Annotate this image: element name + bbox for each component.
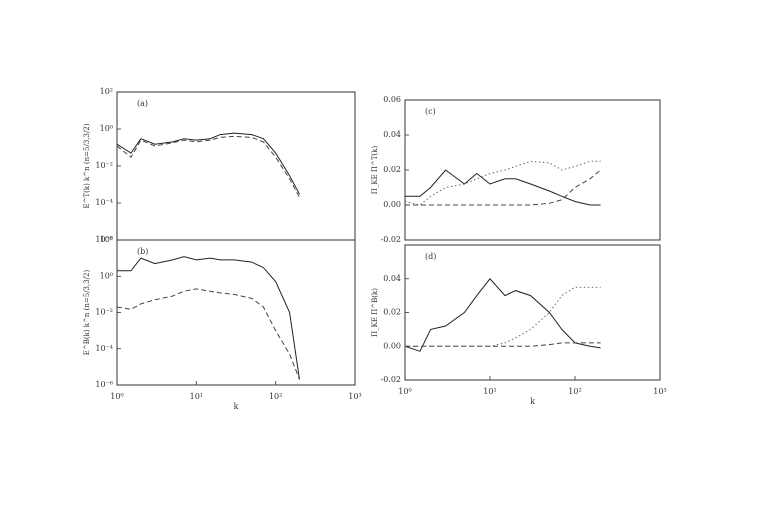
series-line [117,256,300,380]
y-tick-label: 10⁰ [100,271,113,280]
panel-label: (d) [425,252,436,261]
x-axis-label: k [530,397,535,406]
series-line [405,342,601,347]
x-tick-label: 10² [269,392,282,401]
panel-label: (c) [425,107,436,116]
y-axis-label: E^B(k) k^n (n=5/3,3/2) [83,269,91,355]
y-tick-label: 10⁻² [95,161,113,170]
y-tick-label: -0.02 [380,375,401,384]
y-tick-label: 0.04 [383,274,401,283]
y-tick-label: 10² [100,235,113,244]
series-line [404,278,601,352]
y-tick-label: 0.02 [383,308,401,317]
x-tick-label: 10¹ [483,387,496,396]
panel-label: (b) [137,247,148,256]
x-tick-label: 10¹ [190,392,203,401]
y-tick-label: 10⁻² [95,308,113,317]
x-tick-label: 10³ [348,392,361,401]
panel-frame [116,239,356,386]
panel-frame [116,91,356,241]
series-line [405,286,601,347]
panel-label: (a) [137,99,148,108]
y-tick-label: 10² [100,87,113,96]
panel-frame [404,99,661,241]
y-tick-label: 10⁻⁶ [95,235,113,244]
x-tick-label: 10³ [653,387,666,396]
y-tick-label: 10⁻⁴ [95,198,113,207]
series-line [116,135,300,198]
y-tick-label: 0.02 [383,165,401,174]
y-tick-label: 10⁰ [100,124,113,133]
series-line [405,169,601,206]
y-tick-label: 10⁻⁴ [95,344,113,353]
y-tick-label: 0.04 [383,130,401,139]
y-axis-label: Π_KE Π^B(k) [371,288,379,337]
y-tick-label: 0.00 [383,341,401,350]
series-line [404,160,601,206]
y-tick-label: 10⁻⁶ [95,380,113,389]
y-tick-label: 0.00 [383,200,401,209]
y-axis-label: E^T(k) k^n (n=5/3,3/2) [83,123,91,208]
x-tick-label: 10⁰ [398,387,411,396]
y-tick-label: 0.06 [383,95,401,104]
series-line [405,169,601,206]
y-axis-label: Π_KE Π^T(k) [371,145,379,194]
x-axis-label: k [234,402,239,411]
x-tick-label: 10⁰ [110,392,123,401]
y-tick-label: -0.02 [380,235,401,244]
panel-frame [404,244,661,381]
x-tick-label: 10² [568,387,581,396]
series-line [116,288,300,380]
series-line [116,132,300,195]
